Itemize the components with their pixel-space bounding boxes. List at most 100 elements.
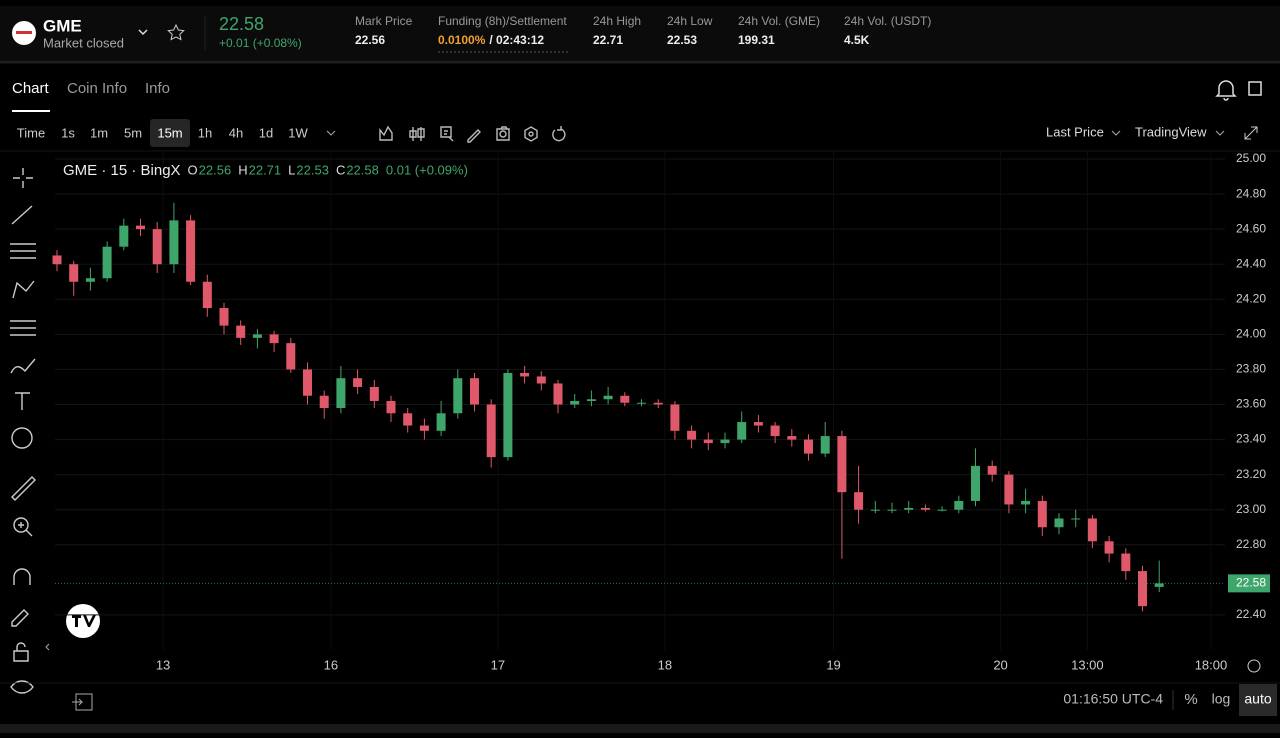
candle-body [703,439,713,444]
chart-type-icon[interactable] [409,127,425,141]
candle-body [620,395,630,403]
candle-body [586,399,596,401]
chart-tools [379,125,566,143]
y-tick-label: 24.60 [1236,221,1266,235]
emoji-tool[interactable] [11,427,33,449]
settings-dot [528,131,534,137]
price-change: +0.01 (+0.08%) [219,36,302,50]
candle-body [319,395,329,409]
ohlc-legend: GME · 15 · BingX O 22.56 H 22.71 L 22.53 C 22.58… [63,162,468,179]
text-tool[interactable] [15,392,30,410]
legend-c-label: C [336,162,345,177]
percent-toggle[interactable]: % [1184,691,1197,708]
legend-l: 22.53 [296,162,329,177]
candle-body [653,402,663,405]
candle-body [1121,553,1131,572]
ruler-tool[interactable] [11,476,36,501]
interval[interactable]: 1h [198,125,212,140]
fullscreen-icon[interactable] [1244,126,1258,140]
tab[interactable]: Coin Info [67,80,127,97]
zoom-tool[interactable] [13,517,29,533]
price-mode[interactable]: Last Price [1046,124,1104,139]
interval[interactable]: 1s [61,125,75,140]
interval[interactable]: 4h [229,125,243,140]
stat-value: 199.31 [738,33,775,47]
indicators-icon[interactable] [379,125,393,141]
symbol[interactable]: GME [43,16,82,35]
active-interval-bg [150,119,190,147]
pattern-tool[interactable] [12,280,35,299]
log-toggle[interactable]: log [1212,691,1231,707]
candle-body [236,325,246,338]
candle-body [553,383,563,405]
favorite-star[interactable] [167,23,185,41]
magnet-tool[interactable] [13,568,31,585]
template-icon[interactable] [440,126,454,142]
interval[interactable]: 1d [259,125,273,140]
stat-value: 22.53 [667,33,697,47]
candle-body [503,372,513,458]
tradingview-logo[interactable] [66,604,100,638]
screenshot-lens [499,130,507,138]
candle-body [436,413,446,431]
hide-tool[interactable] [10,680,34,694]
view-mode[interactable]: TradingView [1135,124,1207,139]
legend-change: 0.01 (+0.09%) [386,162,468,177]
tab[interactable]: Chart [12,80,50,97]
candle-body [687,430,697,440]
candle-body [937,509,947,511]
stay-draw-tool[interactable] [11,609,29,627]
candle-body [536,376,546,384]
lock-tool[interactable] [13,642,29,662]
draw-icon[interactable] [467,129,481,143]
candle-body [1004,474,1014,505]
candle-body [453,378,463,414]
fib-tool[interactable] [10,243,36,259]
dropdown[interactable] [1111,130,1121,136]
candle-body [987,465,997,475]
symbol-dropdown[interactable] [138,29,148,36]
auto-toggle[interactable]: auto [1244,691,1271,707]
screenshot-icon[interactable] [496,126,510,141]
trendline-tool[interactable] [11,205,33,225]
candle-body [369,386,379,401]
brush-tool[interactable] [10,358,36,374]
y-tick-label: 24.80 [1236,186,1266,200]
candle-body [720,439,730,444]
settings-icon[interactable] [524,126,538,142]
reset-icon[interactable] [552,126,566,142]
candle-body [1071,518,1081,520]
last-price: 22.58 [219,14,264,34]
candle-body [286,343,296,370]
candle-body [1087,518,1097,542]
candle-body [954,500,964,510]
collapse-toolbar[interactable] [45,643,50,651]
candle-body [920,507,930,510]
axis-settings[interactable] [1247,659,1261,673]
x-tick-label: 13 [156,657,170,672]
candle-body [403,413,413,426]
candle-body [252,334,262,338]
dropdown[interactable] [1215,130,1225,136]
interval[interactable]: 5m [124,125,142,140]
goto-date[interactable] [72,693,93,711]
tab[interactable]: Info [145,80,170,97]
zoom-plus [18,522,33,537]
crosshair-tool[interactable] [13,168,33,188]
interval-dropdown[interactable] [326,130,336,136]
interval[interactable]: Time [17,125,45,140]
candle-body [1037,500,1047,528]
x-tick-label: 18 [658,657,672,672]
interval[interactable]: 1m [90,125,108,140]
interval[interactable]: 15m [157,125,182,140]
interval[interactable]: 1W [288,125,308,140]
projection-tool[interactable] [10,320,36,336]
candle-body [353,378,363,387]
stat-value: 0.0100% [438,33,486,47]
layout-icon[interactable] [1248,81,1262,96]
alerts-icon[interactable] [1215,80,1237,101]
candle-body [136,225,146,230]
